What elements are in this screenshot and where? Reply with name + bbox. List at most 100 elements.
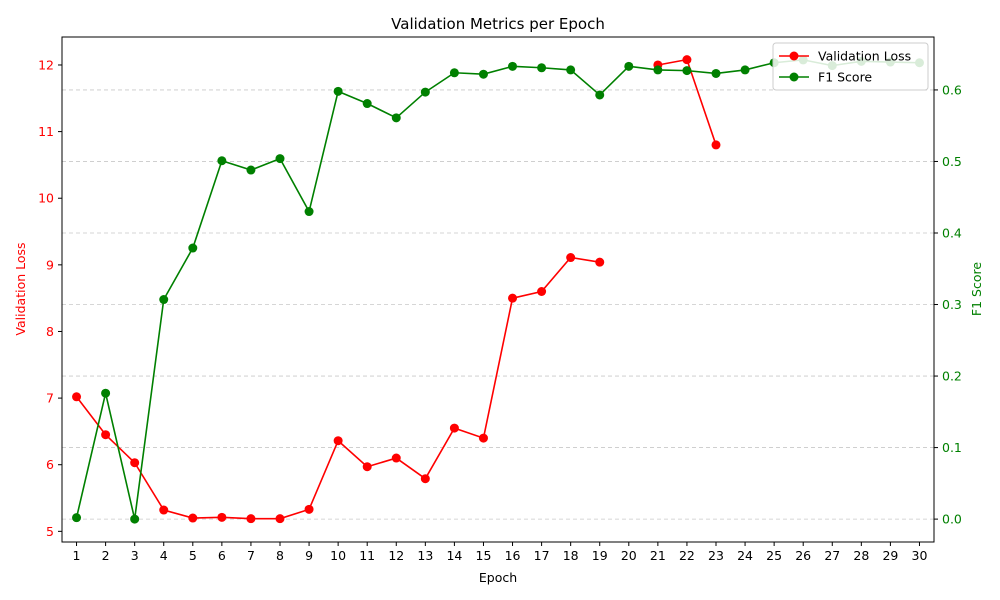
x-tick-label: 15 [476, 548, 492, 563]
x-tick-label: 2 [102, 548, 110, 563]
point-f1-score [72, 513, 82, 523]
x-axis-title: Epoch [479, 570, 517, 585]
legend-marker-f1-score [789, 72, 799, 82]
x-axis: 1 2 3 4 5 6 7 8 9 10 11 12 13 14 15 16 17 18 19 20 21 22 23 24 2… [73, 542, 928, 563]
x-tick-label: 11 [359, 548, 375, 563]
y-right-tick-label: 0.5 [942, 154, 962, 169]
point-f1-score [711, 68, 721, 78]
point-validation-loss [130, 458, 140, 468]
point-validation-loss [449, 423, 459, 433]
point-validation-loss [275, 514, 285, 524]
point-validation-loss [508, 293, 518, 303]
point-f1-score [130, 514, 140, 524]
y-right-tick-label: 0.4 [942, 225, 962, 240]
point-validation-loss [101, 430, 111, 440]
point-f1-score [740, 65, 750, 75]
legend-label-f1-score: F1 Score [818, 70, 872, 85]
point-validation-loss [537, 286, 547, 296]
x-tick-label: 8 [276, 548, 284, 563]
x-tick-label: 18 [563, 548, 579, 563]
point-f1-score [508, 61, 518, 71]
point-validation-loss [159, 505, 169, 515]
x-tick-label: 16 [505, 548, 521, 563]
point-validation-loss [391, 453, 401, 463]
point-validation-loss [478, 433, 488, 443]
point-f1-score [304, 207, 314, 217]
y-right-tick-label: 0.3 [942, 297, 962, 312]
y-left-tick-label: 8 [46, 324, 54, 339]
x-tick-label: 3 [131, 548, 139, 563]
y-axis-right: 0.0 0.1 0.2 0.3 0.4 0.5 0.6 [934, 82, 962, 527]
x-tick-label: 4 [160, 548, 168, 563]
x-tick-label: 23 [708, 548, 724, 563]
point-f1-score [595, 90, 605, 100]
point-validation-loss [362, 462, 372, 472]
plot-frame [61, 36, 935, 543]
point-f1-score [275, 154, 285, 164]
y-axis-right-title: F1 Score [969, 262, 984, 316]
y-left-tick-label: 12 [38, 57, 54, 72]
point-validation-loss [711, 140, 721, 150]
point-f1-score [624, 61, 634, 71]
y-left-tick-label: 9 [46, 257, 54, 272]
y-axis-left: 5 6 7 8 9 10 11 12 [38, 57, 62, 539]
x-tick-label: 26 [795, 548, 811, 563]
point-validation-loss [246, 514, 256, 524]
point-validation-loss [595, 257, 605, 267]
point-f1-score [653, 65, 663, 75]
x-tick-label: 9 [305, 548, 313, 563]
x-tick-label: 7 [247, 548, 255, 563]
y-left-tick-label: 6 [46, 457, 54, 472]
point-f1-score [478, 69, 488, 79]
x-tick-label: 1 [73, 548, 81, 563]
point-validation-loss [566, 253, 576, 263]
legend-marker-validation-loss [789, 51, 799, 61]
y-right-tick-label: 0.0 [942, 512, 962, 527]
x-tick-label: 29 [882, 548, 898, 563]
x-tick-label: 12 [388, 548, 404, 563]
point-f1-score [246, 165, 256, 175]
point-f1-score [420, 87, 430, 97]
x-tick-label: 6 [218, 548, 226, 563]
point-validation-loss [333, 436, 343, 446]
y-left-tick-label: 7 [46, 391, 54, 406]
y-left-tick-label: 5 [46, 524, 54, 539]
point-f1-score [682, 66, 692, 76]
x-tick-label: 30 [912, 548, 928, 563]
x-tick-label: 21 [650, 548, 666, 563]
x-tick-label: 17 [534, 548, 550, 563]
x-tick-label: 10 [330, 548, 346, 563]
y-left-tick-label: 11 [38, 124, 54, 139]
x-tick-label: 5 [189, 548, 197, 563]
x-tick-label: 20 [621, 548, 637, 563]
x-tick-label: 24 [737, 548, 753, 563]
point-f1-score [101, 388, 111, 398]
point-f1-score [566, 65, 576, 75]
point-validation-loss [304, 504, 314, 514]
legend-box [772, 42, 929, 91]
x-tick-label: 22 [679, 548, 695, 563]
y-right-tick-label: 0.6 [942, 82, 962, 97]
y-left-tick-label: 10 [38, 191, 54, 206]
point-validation-loss [188, 513, 198, 523]
x-tick-label: 19 [592, 548, 608, 563]
point-validation-loss [682, 55, 692, 65]
x-tick-label: 25 [766, 548, 782, 563]
point-validation-loss [420, 474, 430, 484]
point-f1-score [188, 243, 198, 253]
x-tick-label: 14 [446, 548, 462, 563]
point-validation-loss [217, 512, 227, 522]
x-tick-label: 13 [417, 548, 433, 563]
point-f1-score [217, 156, 227, 166]
point-f1-score [159, 295, 169, 305]
point-f1-score [391, 113, 401, 123]
point-f1-score [537, 63, 547, 73]
point-f1-score [333, 86, 343, 96]
x-tick-label: 28 [853, 548, 869, 563]
y-right-tick-label: 0.1 [942, 440, 962, 455]
legend-label-validation-loss: Validation Loss [818, 49, 911, 64]
x-tick-label: 27 [824, 548, 840, 563]
chart-title: Validation Metrics per Epoch [391, 15, 605, 33]
point-f1-score [362, 99, 372, 109]
